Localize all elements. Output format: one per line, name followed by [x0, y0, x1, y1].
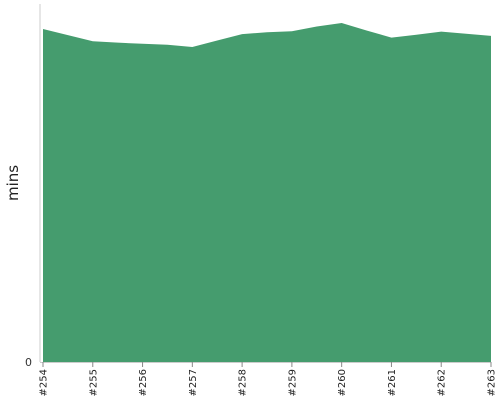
y-ticks: 0 — [25, 356, 32, 369]
y-axis-title: mins — [4, 165, 22, 201]
x-ticks: #254 #255 #256 #257 #258 #259 #260 #261 #262 #263 — [39, 362, 498, 396]
x-tick-label: #255 — [88, 369, 99, 396]
x-tick-label: #263 — [487, 369, 498, 396]
x-tick-label: #259 — [287, 369, 298, 396]
x-tick-label: #257 — [188, 369, 199, 396]
x-tick-label: #262 — [437, 369, 448, 396]
y-tick-label: 0 — [25, 356, 32, 369]
plot-area — [43, 22, 491, 362]
x-tick-label: #258 — [238, 369, 249, 396]
x-tick-label: #261 — [387, 369, 398, 396]
x-tick-label: #254 — [39, 369, 50, 396]
x-tick-label: #256 — [138, 369, 149, 396]
x-tick-label: #260 — [337, 369, 348, 396]
area-series — [43, 22, 491, 362]
